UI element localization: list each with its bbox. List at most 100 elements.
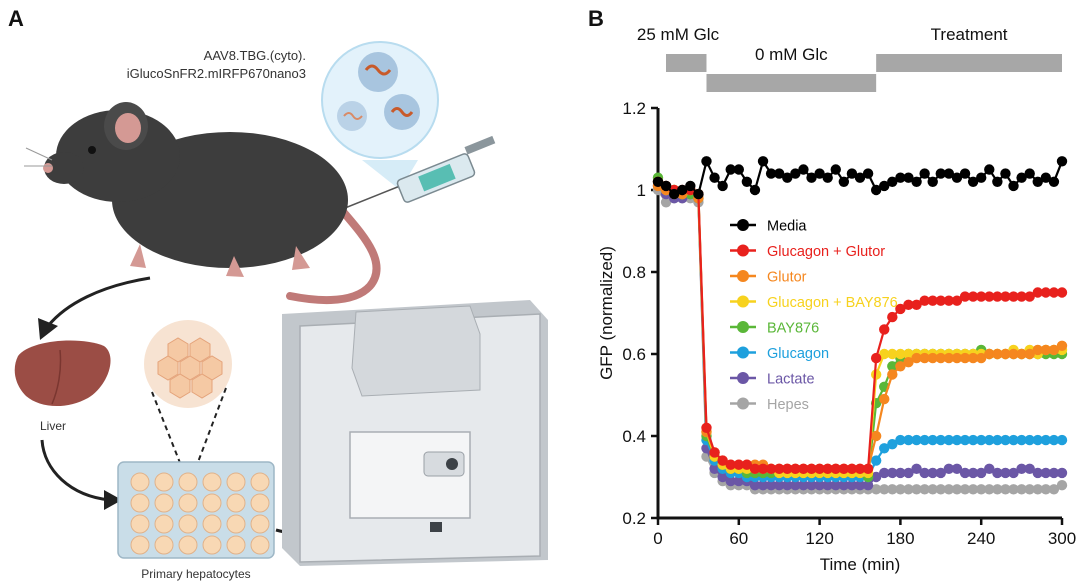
liver-icon [14, 340, 111, 407]
data-point [976, 291, 987, 302]
legend-label: Lactate [767, 372, 815, 388]
x-axis-label: Time (min) [820, 555, 901, 574]
data-point [887, 467, 898, 479]
data-point [976, 172, 987, 183]
data-point [967, 352, 979, 364]
data-point [765, 463, 777, 474]
data-point [870, 352, 882, 364]
data-point [774, 463, 785, 474]
data-point [1048, 344, 1060, 356]
data-point [717, 180, 728, 192]
data-point [951, 463, 963, 474]
legend-label: Glucagon + BAY876 [767, 295, 898, 311]
data-point [701, 422, 712, 433]
data-point [959, 352, 971, 364]
vector-name-line1: AAV8.TBG.(cyto). [204, 48, 306, 63]
data-point [887, 439, 898, 450]
x-tick-label: 180 [886, 529, 914, 548]
series-line [657, 189, 1063, 491]
glucose-sensor-chart: 25 mM Glc 0 mM Glc Treatment 0.2 0.4 0.6 0.… [597, 25, 1076, 574]
data-point [927, 176, 938, 187]
data-point [927, 467, 938, 479]
data-point [1000, 434, 1011, 446]
data-point [838, 480, 850, 491]
data-point [927, 352, 938, 364]
data-point [976, 434, 987, 446]
data-point [717, 455, 728, 466]
data-point [709, 447, 720, 458]
data-point [790, 480, 801, 491]
data-point [895, 348, 906, 360]
protocol-bar-25mm [666, 54, 707, 72]
legend-label: Hepes [767, 397, 809, 413]
y-tick-label: 0.6 [622, 345, 646, 364]
series-lines [652, 156, 1068, 495]
data-point [757, 463, 769, 474]
data-point [943, 168, 955, 179]
data-point [725, 475, 736, 487]
data-point [1048, 467, 1060, 479]
plate-reader-icon [282, 300, 548, 566]
legend-label: Glutor [767, 270, 807, 286]
data-point [1024, 463, 1035, 474]
panel-a-letter: A [8, 6, 24, 31]
data-point [903, 299, 914, 310]
data-point [1000, 348, 1011, 360]
data-point [1024, 348, 1035, 360]
data-point [887, 361, 898, 372]
data-point [943, 484, 955, 495]
y-axis-label: GFP (normalized) [597, 246, 616, 380]
legend-marker [737, 270, 749, 282]
data-point [919, 467, 930, 479]
data-point [1040, 172, 1052, 183]
y-tick-label: 0.2 [622, 509, 646, 528]
data-point [668, 188, 680, 200]
data-point [984, 348, 995, 360]
data-point [879, 393, 890, 405]
data-point [1032, 176, 1043, 187]
data-point [660, 180, 672, 192]
data-point [984, 484, 995, 495]
data-point [903, 172, 914, 183]
data-point [806, 172, 817, 183]
data-point [887, 176, 898, 187]
series-line [657, 181, 1062, 474]
data-point [1056, 340, 1068, 351]
series-line [657, 180, 1062, 470]
data-point [903, 484, 914, 495]
data-point [765, 480, 777, 491]
data-point [838, 463, 850, 474]
legend-marker [737, 372, 749, 384]
data-point [741, 459, 753, 470]
data-point [782, 480, 793, 491]
data-point [1000, 168, 1011, 179]
data-point [984, 434, 995, 446]
legend-item: Glucagon + BAY876 [730, 295, 898, 311]
data-point [806, 463, 817, 474]
data-point [765, 168, 777, 179]
data-point [1032, 287, 1043, 298]
data-point [959, 484, 971, 495]
data-point [935, 434, 946, 446]
data-point [879, 467, 890, 479]
data-point [733, 475, 744, 487]
protocol-bars: 25 mM Glc 0 mM Glc Treatment [637, 25, 1062, 92]
data-point [1032, 484, 1043, 495]
data-point [903, 357, 914, 368]
virus-bubble-icon [321, 41, 439, 190]
data-point [757, 480, 769, 491]
data-point [927, 434, 938, 446]
legend-marker [737, 295, 749, 308]
data-point [935, 295, 946, 306]
data-point [846, 168, 858, 179]
data-point [959, 434, 971, 446]
data-point [709, 463, 720, 474]
data-point [798, 164, 809, 175]
data-point [717, 471, 728, 483]
x-tick-label: 0 [653, 529, 662, 548]
data-point [1000, 484, 1011, 495]
data-point [806, 480, 817, 491]
data-point [870, 184, 882, 196]
x-tick-label: 60 [729, 529, 748, 548]
data-point [838, 176, 850, 187]
